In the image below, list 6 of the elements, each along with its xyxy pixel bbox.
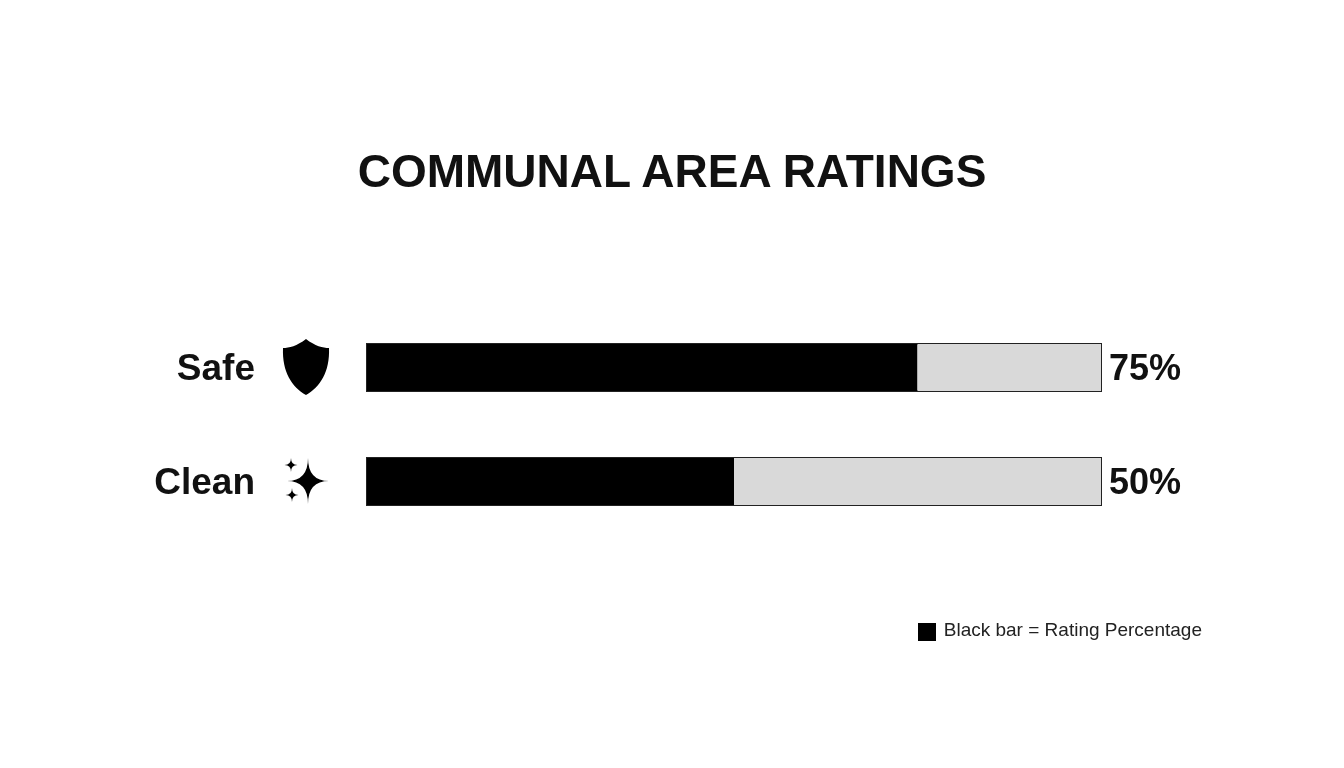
data-label: 75% bbox=[1109, 347, 1182, 389]
legend-label: Black bar = Rating Percentage bbox=[943, 619, 1202, 640]
y-tick-label: Clean bbox=[154, 460, 255, 502]
y-tick-label: Safe bbox=[176, 346, 255, 388]
data-label: 50% bbox=[1109, 461, 1182, 503]
chart-title: COMMUNAL AREA RATINGS bbox=[356, 145, 988, 197]
